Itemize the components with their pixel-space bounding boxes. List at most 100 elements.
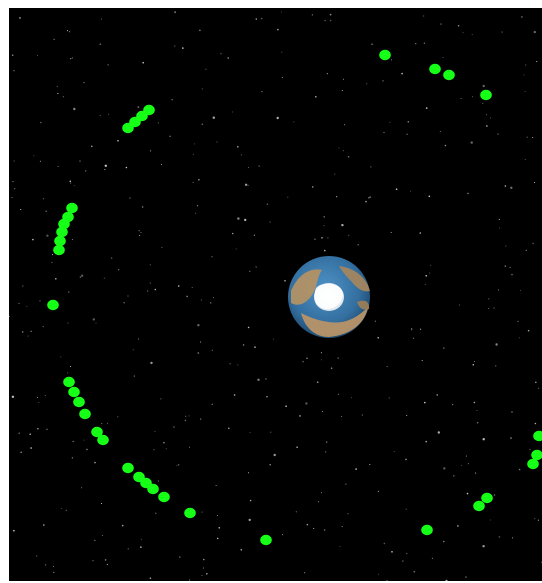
satellite-marker[interactable] [66,202,78,214]
satellite-marker[interactable] [421,524,433,536]
star [211,256,213,258]
star [20,451,22,454]
satellite-marker[interactable] [531,449,542,461]
star [216,141,218,143]
star [42,198,44,200]
satellite-marker[interactable] [54,235,66,247]
star [99,43,102,45]
star [9,315,11,317]
star [511,537,514,539]
satellite-marker[interactable] [79,408,91,420]
star [471,33,473,35]
star [19,17,21,19]
space-viewport[interactable] [9,8,542,581]
star [201,88,203,90]
star [269,463,272,466]
satellite-marker[interactable] [73,396,85,408]
star [81,487,83,489]
star [104,164,108,167]
star [299,415,301,417]
star [189,579,191,581]
star [393,451,395,453]
star [371,43,373,45]
star [419,232,422,234]
satellite-marker[interactable] [47,299,59,311]
star [343,124,346,126]
star [85,170,87,172]
satellite-marker[interactable] [473,500,485,512]
star [443,467,446,470]
satellite-marker[interactable] [260,534,272,546]
star [329,13,332,16]
star [80,274,84,277]
satellite-marker[interactable] [480,89,492,101]
earth-island [357,300,370,310]
satellite-marker[interactable] [533,430,542,442]
star [476,421,479,424]
satellite-marker[interactable] [184,507,196,519]
star [200,299,202,301]
star [377,337,380,339]
satellite-marker[interactable] [443,69,455,81]
satellite-marker[interactable] [58,218,70,230]
star [388,397,390,399]
star [71,238,73,241]
star [21,331,24,333]
earth-continent-south [301,307,368,337]
star [51,254,54,256]
star [498,218,500,221]
satellite-marker[interactable] [63,376,75,388]
star [482,102,484,104]
orbit-scene[interactable] [9,8,542,581]
star [391,551,393,553]
star [70,58,72,60]
star [369,196,372,198]
star [211,349,213,351]
satellite-marker[interactable] [379,49,391,61]
star [83,439,85,441]
star [247,167,250,169]
star [348,234,350,236]
satellite-marker[interactable] [122,122,134,134]
star [33,155,35,157]
star [383,542,386,545]
star [70,365,72,367]
satellite-marker[interactable] [122,462,134,474]
star [235,248,237,250]
star [473,360,475,363]
star [320,352,322,354]
satellite-marker[interactable] [481,492,493,504]
star [171,99,173,101]
star [132,349,134,351]
satellite-marker[interactable] [68,386,80,398]
star [460,97,462,100]
star [466,492,469,495]
star [94,461,96,464]
satellite-marker[interactable] [147,483,159,495]
star [524,159,526,161]
satellite-marker[interactable] [91,426,103,438]
satellite-marker[interactable] [429,63,441,75]
satellite-marker[interactable] [97,434,109,446]
star [173,426,175,428]
star [79,160,81,162]
earth-globe[interactable] [288,256,370,338]
satellite-marker[interactable] [56,226,68,238]
star [201,511,203,513]
star [357,243,360,246]
star [231,232,234,235]
star [147,290,149,292]
star [60,356,62,358]
star [337,393,339,395]
star [305,402,308,405]
satellite-marker[interactable] [53,244,65,256]
star [101,423,103,425]
star [157,480,160,482]
star [425,107,428,109]
satellite-marker[interactable] [527,458,539,470]
star [519,290,521,292]
star [471,96,474,98]
satellite-marker[interactable] [158,491,170,503]
star [229,363,231,365]
star [174,11,176,13]
